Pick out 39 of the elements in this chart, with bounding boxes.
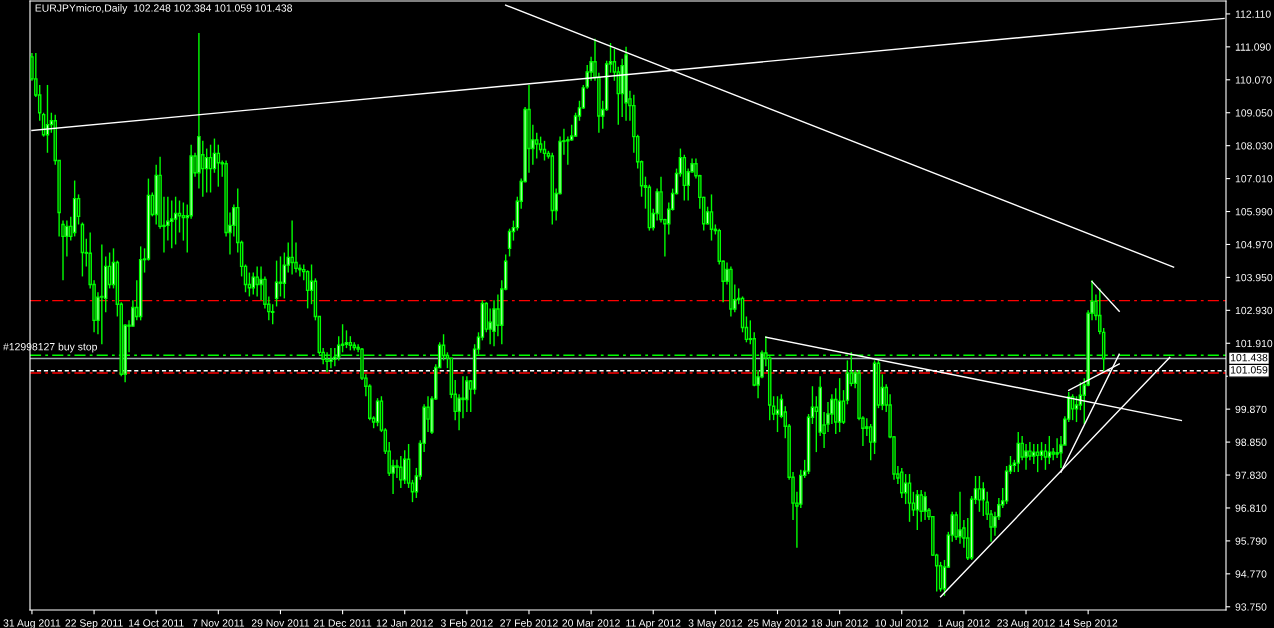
y-tick-label: 103.950 [1235,273,1273,282]
y-tick-label: 93.750 [1235,603,1267,611]
y-tick-label: 109.050 [1235,109,1273,117]
x-tick-label: 1 Aug 2012 [938,619,990,628]
y-tick-label: 101.910 [1235,339,1273,348]
y-tick-label: 105.990 [1235,208,1273,216]
x-tick-label: 31 Aug 2011 [3,619,61,628]
y-tick-label: 95.790 [1235,537,1267,545]
y-tick-label: 111.090 [1235,43,1271,51]
x-tick-label: 25 May 2012 [747,619,808,628]
x-tick-label: 21 Dec 2011 [313,619,372,627]
y-tick-label: 97.830 [1235,471,1267,479]
x-tick-label: 12 Jan 2012 [376,619,433,627]
x-tick-label: 20 Mar 2012 [562,619,620,627]
chart-title: EURJPYmicro,Daily 102.248 102.384 101.059 101.438 [35,4,293,14]
x-tick-label: 7 Nov 2011 [192,619,245,627]
y-tick-label: 104.970 [1235,240,1273,249]
x-tick-label: 22 Sep 2011 [65,619,123,628]
x-tick-label: 18 Jun 2012 [811,619,868,627]
x-tick-label: 14 Oct 2011 [129,619,184,627]
x-tick-label: 27 Feb 2012 [500,619,558,627]
y-tick-label: 102.930 [1235,306,1273,315]
y-tick-label: 107.010 [1235,175,1273,183]
ref-line-label: 101.438 [1230,353,1268,362]
x-tick-label: 23 Aug 2012 [997,619,1055,628]
x-tick-label: 14 Sep 2012 [1059,619,1118,628]
y-tick-label: 94.770 [1235,570,1267,578]
y-tick-label: 96.810 [1235,504,1267,512]
x-tick-label: 11 Apr 2012 [626,619,681,628]
x-tick-label: 3 May 2012 [688,619,743,628]
y-tick-label: 112.110 [1235,10,1271,18]
y-tick-label: 110.070 [1235,76,1272,84]
y-tick-label: 99.870 [1235,405,1267,414]
x-tick-label: 10 Jul 2012 [875,619,929,627]
x-tick-label: 29 Nov 2011 [251,619,310,627]
x-tick-label: 3 Feb 2012 [440,619,493,627]
y-tick-label: 108.030 [1235,142,1273,150]
ref-line-label: 101.059 [1230,366,1268,374]
y-tick-label: 98.850 [1235,438,1267,446]
